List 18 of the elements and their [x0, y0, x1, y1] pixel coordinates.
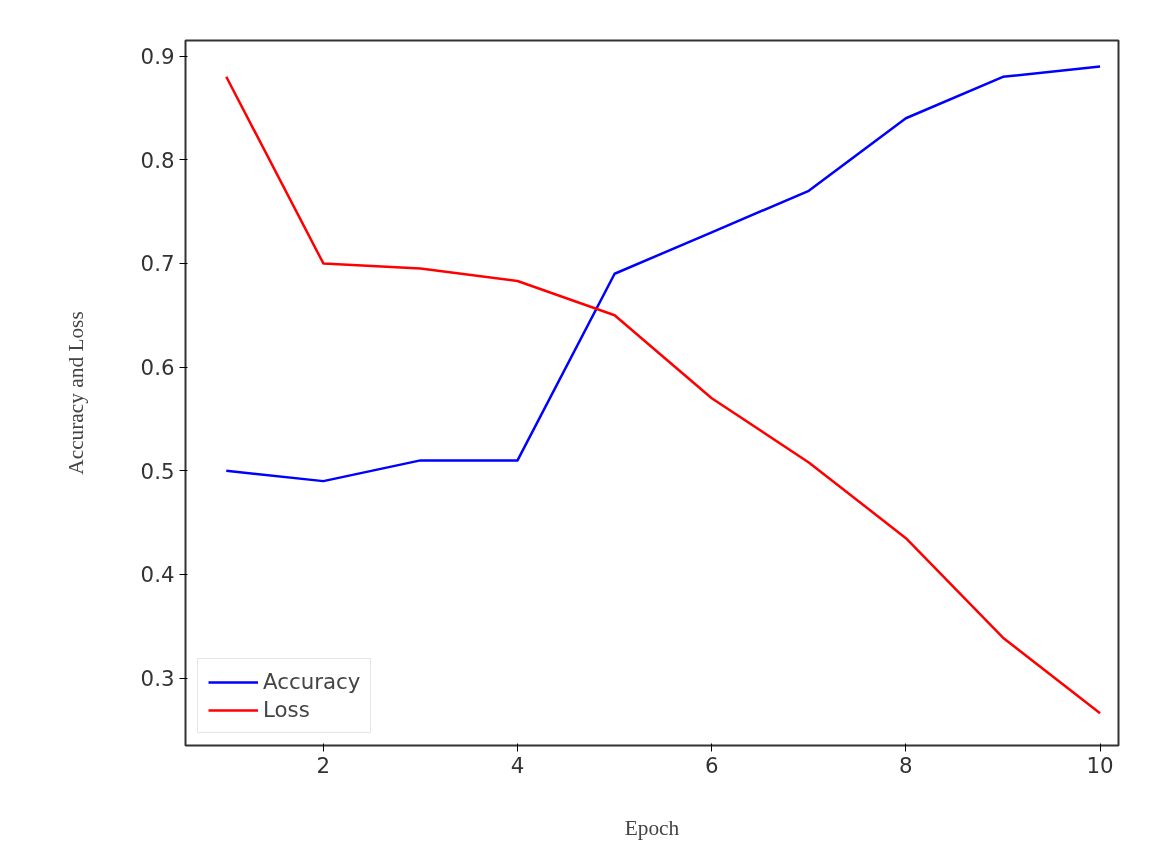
legend-label: Accuracy	[263, 669, 361, 694]
y-tick-label: 0.8	[140, 147, 175, 173]
x-tick-label: 10	[1086, 752, 1114, 778]
y-tick-label: 0.4	[140, 562, 175, 588]
y-tick-label: 0.7	[140, 251, 175, 277]
x-axis-title: Epoch	[624, 815, 680, 840]
x-tick-label: 4	[510, 752, 525, 778]
y-tick-label: 0.3	[140, 666, 175, 692]
y-axis-title: Accuracy and Loss	[63, 311, 88, 475]
x-tick-label: 2	[316, 752, 331, 778]
x-tick-label: 6	[704, 752, 719, 778]
legend-label: Loss	[263, 697, 310, 722]
y-tick-label: 0.6	[140, 355, 175, 381]
line-series	[225, 65, 1102, 483]
y-tick-label: 0.5	[140, 458, 175, 484]
y-tick-label: 0.9	[140, 44, 175, 70]
x-tick-label: 8	[899, 752, 913, 778]
line-series	[225, 75, 1102, 715]
